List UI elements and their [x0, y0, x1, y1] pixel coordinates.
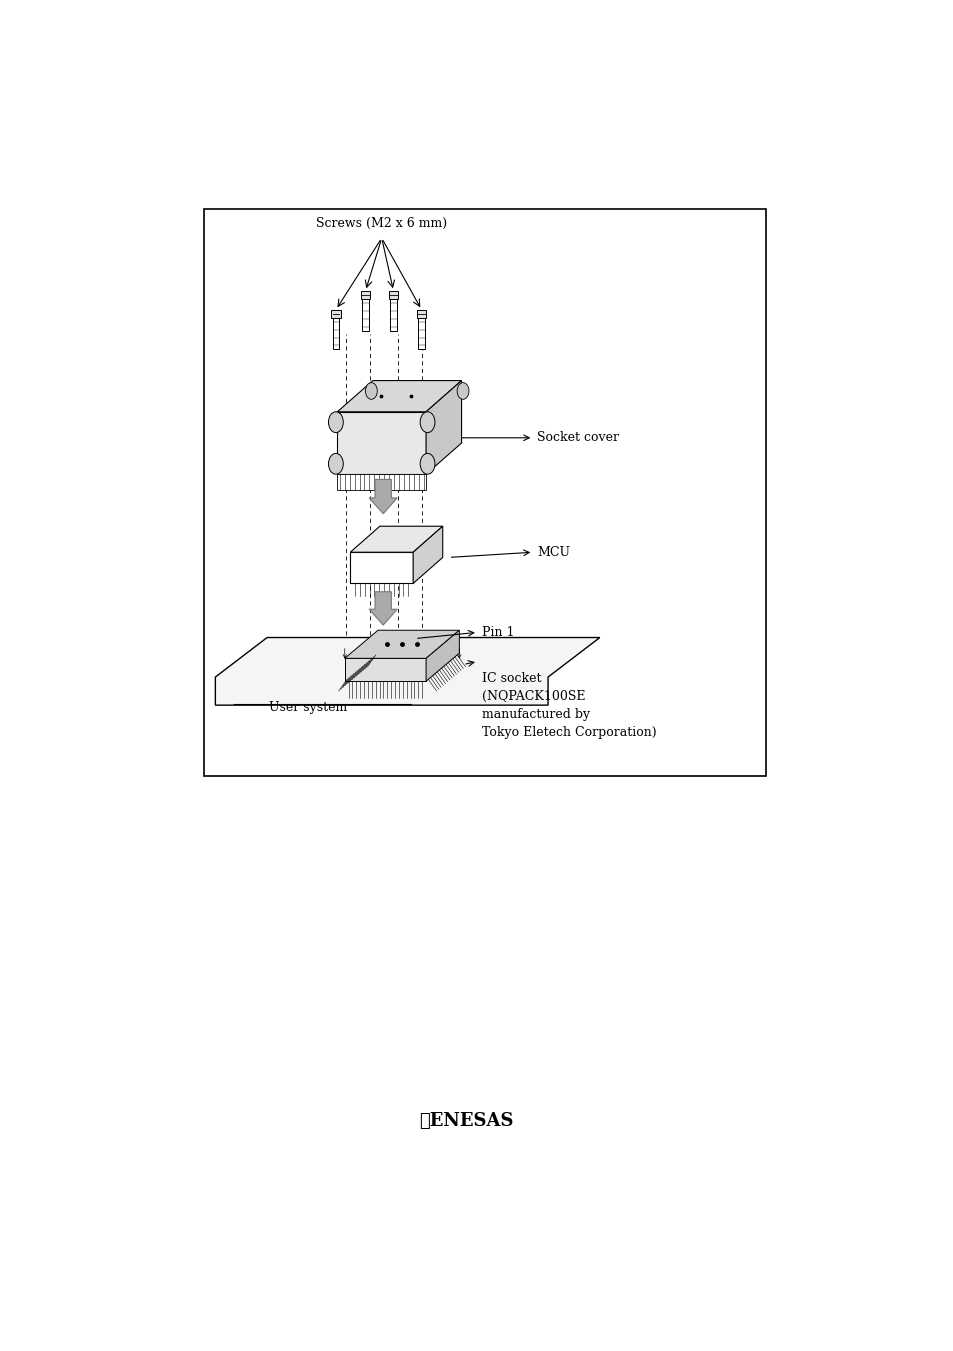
Polygon shape	[426, 381, 461, 474]
Text: MCU: MCU	[537, 546, 569, 559]
Bar	[388, 290, 398, 300]
Text: ℜENESAS: ℜENESAS	[419, 1112, 514, 1131]
Bar	[360, 290, 370, 300]
Circle shape	[419, 412, 435, 432]
Circle shape	[328, 454, 343, 474]
Text: Screws (M2 x 6 mm): Screws (M2 x 6 mm)	[315, 216, 447, 230]
Bar	[416, 309, 426, 319]
Polygon shape	[350, 553, 413, 584]
Polygon shape	[344, 658, 426, 681]
Polygon shape	[426, 630, 459, 681]
Polygon shape	[344, 630, 459, 658]
Polygon shape	[413, 526, 442, 584]
Polygon shape	[215, 638, 599, 705]
Text: Socket cover: Socket cover	[537, 431, 618, 444]
Polygon shape	[337, 412, 426, 474]
Text: IC socket
(NQPACK100SE
manufactured by
Tokyo Eletech Corporation): IC socket (NQPACK100SE manufactured by T…	[481, 671, 656, 739]
Bar	[390, 300, 396, 331]
Bar	[333, 319, 339, 350]
Circle shape	[365, 382, 376, 400]
Bar	[417, 319, 424, 350]
Circle shape	[419, 454, 435, 474]
Polygon shape	[369, 592, 396, 626]
Circle shape	[328, 412, 343, 432]
Text: Pin 1: Pin 1	[481, 626, 514, 639]
Circle shape	[456, 382, 469, 400]
Bar	[331, 309, 340, 319]
Polygon shape	[350, 526, 442, 553]
Polygon shape	[369, 480, 396, 513]
Bar	[204, 209, 765, 775]
Polygon shape	[337, 381, 461, 412]
Text: User system: User system	[269, 701, 347, 713]
Polygon shape	[337, 474, 426, 490]
Bar	[362, 300, 369, 331]
